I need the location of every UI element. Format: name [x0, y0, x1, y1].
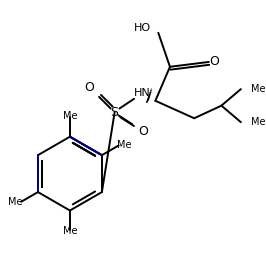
Text: O: O	[210, 55, 219, 68]
Text: HO: HO	[134, 23, 151, 33]
Text: Me: Me	[251, 84, 265, 94]
Text: Me: Me	[8, 197, 23, 207]
Text: O: O	[138, 125, 148, 138]
Text: Me: Me	[63, 226, 77, 236]
Text: Me: Me	[117, 140, 132, 150]
Text: O: O	[84, 81, 94, 94]
Text: Me: Me	[251, 117, 265, 127]
Text: Me: Me	[63, 111, 77, 121]
Text: S: S	[111, 106, 119, 119]
Text: HN: HN	[134, 88, 150, 98]
